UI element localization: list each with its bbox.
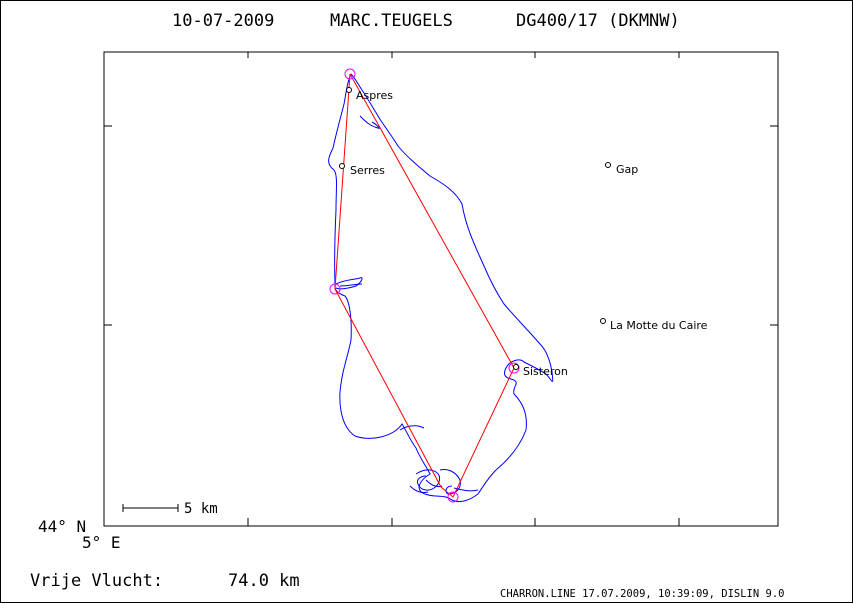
glider-id: DG400/17 (DKMNW)	[516, 11, 680, 31]
place-marker-la-motte	[600, 318, 606, 324]
flight-track	[328, 73, 554, 503]
place-label-la-motte: La Motte du Caire	[610, 319, 708, 332]
place-label-sisteron: Sisteron	[523, 365, 568, 378]
flight-label: Vrije Vlucht:	[30, 571, 163, 591]
map-border	[103, 51, 779, 527]
task-line	[334, 73, 515, 498]
pilot-name: MARC.TEUGELS	[330, 11, 453, 31]
place-markers: Aspres Serres Gap La Motte du Caire Sist…	[339, 87, 708, 378]
longitude-label: 5° E	[82, 533, 121, 552]
scale-bar-label: 5 km	[184, 501, 218, 517]
place-marker-gap	[605, 162, 611, 168]
flight-date: 10-07-2009	[172, 11, 274, 31]
turnpoint-marker	[329, 283, 341, 295]
place-label-aspres: Aspres	[356, 89, 393, 102]
axis-ticks	[104, 52, 778, 526]
place-label-serres: Serres	[350, 164, 385, 177]
place-marker-sisteron	[513, 364, 519, 370]
turnpoints	[329, 68, 520, 503]
place-label-gap: Gap	[616, 163, 638, 176]
place-marker-aspres	[346, 87, 352, 93]
turnpoint-marker	[447, 491, 459, 503]
turnpoint-marker	[344, 68, 356, 80]
flight-distance: 74.0 km	[228, 571, 300, 591]
latitude-label: 44° N	[38, 517, 86, 536]
turnpoint-marker	[508, 362, 520, 374]
place-marker-serres	[339, 163, 345, 169]
scale-bar	[122, 504, 179, 512]
credits-line: CHARRON.LINE 17.07.2009, 10:39:09, DISLI…	[500, 588, 784, 600]
